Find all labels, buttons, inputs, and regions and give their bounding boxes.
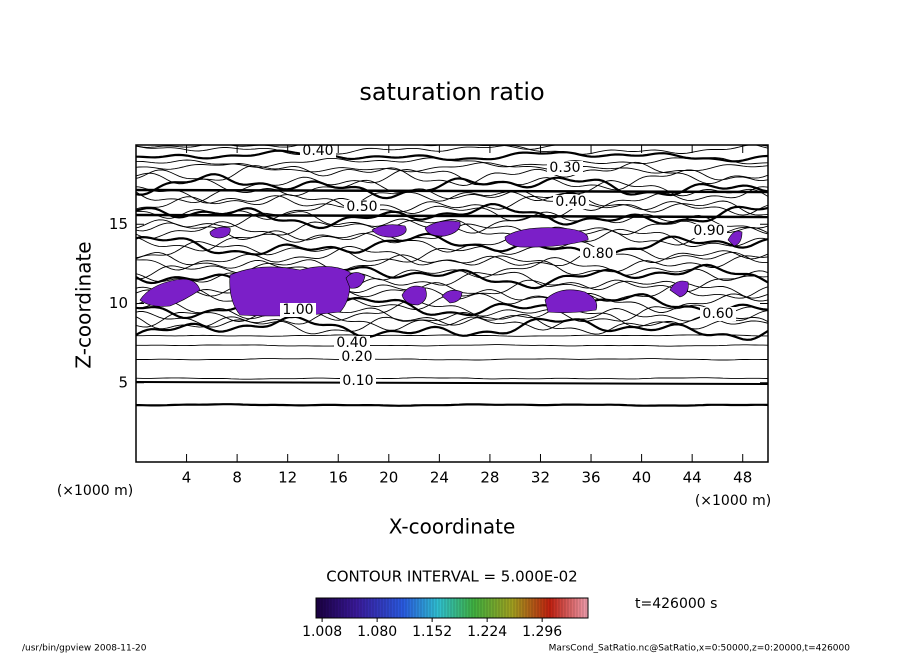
- contour-line: [136, 403, 768, 407]
- contour-line: [136, 381, 768, 385]
- contour-label: 0.40: [302, 143, 333, 159]
- footer-right: MarsCond_SatRatio.nc@SatRatio,x=0:50000,…: [549, 644, 851, 654]
- contour-label-bg: [334, 336, 370, 350]
- x-tick-label: 12: [278, 469, 297, 487]
- contour-line: [136, 198, 768, 222]
- contour-label: 0.80: [582, 246, 613, 262]
- contour-label-bg: [339, 350, 375, 364]
- x-unit: (×1000 m): [57, 483, 133, 499]
- contour-line: [136, 173, 768, 200]
- x-tick-label: 40: [632, 469, 651, 487]
- contour-label: 0.90: [693, 223, 724, 239]
- contour-label-bg: [553, 195, 589, 209]
- contour-label: 1.00: [282, 302, 313, 318]
- contour-line: [136, 149, 768, 163]
- footer-left: /usr/bin/gpview 2008-11-20: [22, 644, 147, 654]
- chart-title: saturation ratio: [359, 78, 544, 106]
- contour-label-bg: [344, 200, 380, 214]
- colorbar-tick-label: 1.080: [357, 624, 397, 640]
- y-tick-label: 5: [118, 373, 128, 391]
- contour-line: [136, 186, 768, 211]
- colorbar-tick-label: 1.008: [302, 624, 342, 640]
- contour-line: [136, 145, 768, 155]
- contour-label-bg: [280, 303, 316, 317]
- x-tick-label: 32: [531, 469, 550, 487]
- colorbar-tick-label: 1.296: [522, 624, 562, 640]
- contour-label-bg: [300, 145, 336, 158]
- contour-label: 0.40: [555, 194, 586, 210]
- contour-label-bg: [580, 247, 616, 261]
- colorbar-tick-label: 1.224: [467, 624, 507, 640]
- x-tick-label: 16: [329, 469, 348, 487]
- contour-line: [136, 145, 768, 150]
- y-tick-label: 10: [109, 294, 128, 312]
- contour-line: [136, 192, 768, 216]
- plot-area: 0.100.200.400.300.400.500.800.901.00 0.60…: [136, 143, 768, 407]
- colorbar: [315, 597, 589, 619]
- contour-line: [136, 213, 768, 219]
- contour-line: [136, 377, 768, 380]
- supersaturated-region: [727, 230, 743, 247]
- contour-line: [136, 306, 768, 331]
- supersaturated-region: [139, 278, 201, 307]
- x-tick-label: 28: [480, 469, 499, 487]
- x-tick-label: 8: [232, 469, 242, 487]
- contour-label: 0.60: [702, 306, 733, 322]
- x-tick-label: 20: [379, 469, 398, 487]
- contour-label: 0.40: [336, 335, 367, 351]
- supersaturated-region: [424, 220, 461, 237]
- contour-line: [136, 162, 768, 174]
- supersaturated-region: [209, 226, 231, 239]
- contour-label-bg: [691, 224, 727, 238]
- contour-label: 0.30: [549, 160, 580, 176]
- supersaturated-region: [229, 266, 351, 317]
- contour-label: 0.10: [342, 373, 373, 389]
- contour-line: [136, 241, 768, 263]
- y-tick-label: 15: [109, 215, 128, 233]
- contour-line: [136, 307, 768, 331]
- y-unit: (×1000 m): [695, 493, 771, 509]
- colorbar-tick-label: 1.152: [412, 624, 452, 640]
- x-tick-label: 48: [733, 469, 752, 487]
- y-axis-label: Z-coordinate: [72, 241, 96, 368]
- contour-line: [136, 334, 768, 337]
- contour-label: 0.50: [346, 199, 377, 215]
- supersaturated-region: [669, 280, 689, 298]
- contour-line: [136, 358, 768, 361]
- x-tick-label: 24: [430, 469, 449, 487]
- supersaturated-region: [345, 272, 366, 289]
- contour-label: 0.20: [341, 349, 372, 365]
- x-tick-label: 44: [683, 469, 702, 487]
- supersaturated-region: [401, 285, 427, 306]
- contour-line: [136, 232, 768, 259]
- x-tick-label: 36: [581, 469, 600, 487]
- contour-label-bg: [700, 307, 736, 321]
- supersaturated-region: [544, 289, 598, 313]
- contour-interval: CONTOUR INTERVAL = 5.000E-02: [326, 568, 577, 586]
- contour-line: [136, 188, 768, 194]
- supersaturated-region: [371, 224, 407, 238]
- contour-label-bg: [340, 374, 376, 388]
- time-label: t=426000 s: [635, 596, 717, 612]
- contour-line: [136, 252, 768, 277]
- contour-line: [136, 299, 768, 323]
- supersaturated-region: [441, 289, 463, 304]
- contour-line: [136, 228, 768, 253]
- x-tick-label: 4: [182, 469, 192, 487]
- contour-line: [136, 344, 768, 347]
- x-axis-label: X-coordinate: [389, 515, 516, 539]
- contour-label-bg: [547, 161, 583, 175]
- contour-line: [136, 315, 768, 341]
- supersaturated-region: [504, 227, 589, 248]
